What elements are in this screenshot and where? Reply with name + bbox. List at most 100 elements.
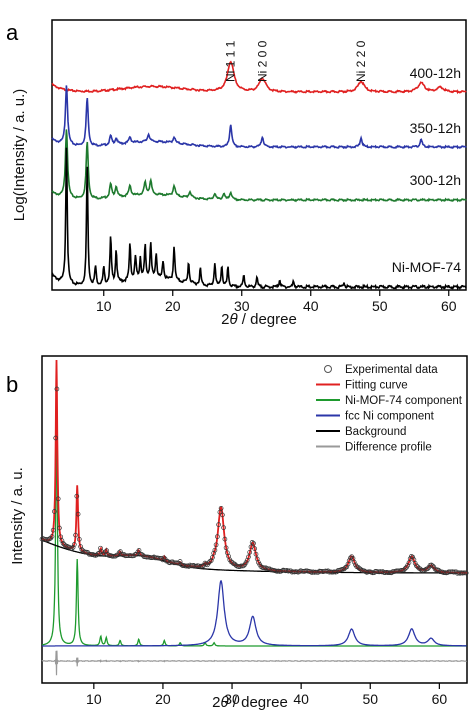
peak-label: Ni 1 1 1: [224, 40, 238, 82]
experimental-data-point: [161, 555, 167, 561]
experimental-data-point: [410, 554, 416, 560]
experimental-data-point: [59, 538, 65, 543]
experimental-data-point: [103, 549, 108, 555]
experimental-data-point: [223, 545, 229, 551]
experimental-data-point: [71, 542, 77, 547]
experimental-data-point: [118, 549, 123, 554]
experimental-data-point: [246, 554, 251, 560]
experimental-data-point: [414, 563, 419, 569]
panel-a-series-labels: 400-12h 350-12h 300-12h Ni-MOF-74: [392, 65, 461, 275]
fitting-curve-line: [41, 359, 467, 574]
experimental-data-point: [49, 534, 55, 539]
experimental-data-point: [73, 532, 78, 538]
series-label: 300-12h: [410, 172, 461, 188]
experimental-data-point: [74, 493, 80, 499]
panel-b-x-axis: 10 20 30 40 50 60: [86, 683, 447, 707]
panel-b-x-axis-title: 2θ / degree: [212, 694, 288, 711]
experimental-data-point: [430, 563, 435, 569]
experimental-data-point: [241, 563, 246, 569]
experimental-data-point: [78, 544, 83, 549]
experimental-data-point: [216, 522, 221, 527]
experimental-data-point: [220, 512, 225, 518]
experimental-data-point: [79, 547, 85, 552]
difference-profile-line: [41, 650, 468, 676]
experimental-data-point: [243, 560, 249, 565]
experimental-data-point: [113, 553, 118, 559]
x-tick-label: 30: [234, 298, 250, 314]
experimental-data-point: [60, 540, 66, 546]
panel-a-frame: [51, 19, 467, 291]
experimental-data-point: [76, 536, 82, 542]
panel-a: a 10 20 30 40 50 60 Ni 1 1 1 Ni 2 0 0 Ni 2 2 0 …: [6, 19, 467, 328]
experimental-data-point: [212, 547, 218, 553]
experimental-data-point: [54, 386, 60, 392]
panel-a-y-axis-title: Log(Intensity / a. u.): [11, 89, 28, 222]
series-line-ni-mof-74: [51, 147, 467, 291]
legend-marker: [324, 365, 332, 373]
experimental-data-point: [53, 435, 59, 441]
experimental-data-point: [412, 561, 418, 566]
x-tick-label: 20: [155, 691, 171, 707]
panel-b-frame: [41, 355, 468, 684]
experimental-data-point: [358, 566, 363, 572]
experimental-data-point: [208, 558, 214, 563]
experimental-data-point: [210, 555, 215, 560]
experimental-data-point: [346, 558, 352, 564]
experimental-data-point: [213, 542, 219, 548]
experimental-data-point: [69, 546, 75, 551]
experimental-data-point: [229, 560, 235, 565]
experimental-data-point: [75, 511, 81, 517]
experimental-data-point: [348, 555, 353, 561]
panel-a-x-axis: 10 20 30 40 50 60: [96, 290, 457, 314]
x-tick-label: 10: [86, 691, 102, 707]
experimental-data-point: [131, 553, 137, 559]
x-tick-label: 20: [165, 298, 181, 314]
panel-b-curves: [39, 359, 469, 676]
series-label: Ni-MOF-74: [392, 259, 461, 275]
legend-label: fcc Ni component: [345, 411, 435, 423]
series-line-350-12h: [51, 85, 467, 150]
experimental-data-point: [252, 546, 258, 551]
panel-b-letter: b: [6, 372, 18, 397]
peak-label: Ni 2 2 0: [354, 40, 368, 82]
panel-a-x-axis-title: 2θ / degree: [221, 311, 297, 328]
fcc-ni-component-line: [42, 579, 467, 647]
experimental-data-point: [218, 505, 224, 511]
experimental-data-point: [436, 568, 442, 573]
series-label: 400-12h: [410, 65, 461, 81]
x-tick-label: 50: [372, 298, 388, 314]
x-tick-label: 60: [432, 691, 448, 707]
experimental-data-point: [248, 544, 254, 550]
peak-label: Ni 2 0 0: [255, 40, 269, 82]
x-tick-label: 30: [224, 691, 240, 707]
x-tick-label: 40: [293, 691, 309, 707]
series-label: 350-12h: [410, 120, 461, 136]
experimental-data-point: [50, 527, 56, 533]
experimental-data-point: [253, 551, 259, 557]
legend-label: Fitting curve: [345, 380, 408, 392]
panel-b-legend: Experimental data Fitting curve Ni-MOF-74 …: [316, 364, 463, 454]
experimental-data-point: [116, 550, 122, 556]
panel-a-peak-labels: Ni 1 1 1 Ni 2 0 0 Ni 2 2 0: [224, 40, 368, 82]
experimental-data-point: [68, 546, 73, 551]
experimental-data-point: [57, 525, 62, 531]
experimental-data-point: [221, 525, 226, 530]
experimental-data-point: [463, 570, 469, 576]
experimental-data-point: [222, 536, 228, 542]
legend-label: Experimental data: [345, 364, 438, 376]
experimental-data-point: [200, 563, 205, 569]
experimental-data-point: [215, 534, 220, 539]
experimental-data-point: [405, 562, 411, 568]
panel-b-y-axis-title: Intensity / a. u.: [9, 467, 26, 565]
experimental-data-point: [402, 566, 408, 571]
x-tick-label: 10: [96, 298, 112, 314]
experimental-data-point: [55, 496, 61, 502]
experimental-data-point: [70, 545, 76, 550]
experimental-data-point: [62, 542, 67, 547]
experimental-data-point: [249, 540, 255, 545]
x-tick-label: 50: [362, 691, 378, 707]
panel-a-curves: [51, 60, 467, 291]
experimental-data-point: [207, 559, 213, 564]
experimental-data-point: [52, 509, 57, 514]
